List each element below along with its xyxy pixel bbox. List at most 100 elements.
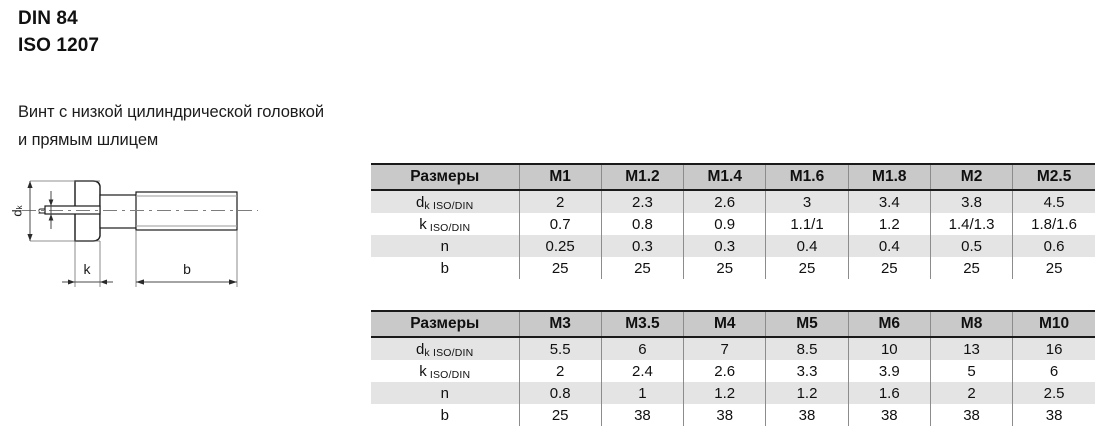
table-cell: 2.6 [683,190,766,213]
row-label-sub: ISO/DIN [426,221,471,234]
table-cell: 25 [765,257,849,279]
din-standard-title: DIN 84 [18,8,78,29]
n-arrow-bottom [48,214,54,221]
table-row: k ISO/DIN 2 2.4 2.6 3.3 3.9 5 6 [371,360,1095,382]
table-cell: 0.5 [929,235,1013,257]
table-cell: 2 [929,382,1013,404]
table-row: n 0.25 0.3 0.3 0.4 0.4 0.5 0.6 [371,235,1095,257]
row-label-cell: n [371,382,520,404]
row-label-main: n [440,384,449,402]
dimensions-table-2-container: Размеры M3 M3.5 M4 M5 M6 M8 M10 dk ISO/D… [371,310,1095,426]
dimensions-table-1: Размеры M1 M1.2 M1.4 M1.6 M1.8 M2 M2.5 d… [371,163,1095,279]
table-cell: 25 [847,257,931,279]
screw-side-view-drawing: dk n k b [9,180,258,287]
table-cell: 1.2 [765,382,849,404]
screw-shank-outline [99,194,138,229]
table-cell: 0.4 [847,235,931,257]
table-cell: 25 [600,257,684,279]
table-row: k ISO/DIN 0.7 0.8 0.9 1.1/1 1.2 1.4/1.3 … [371,213,1095,235]
table-cell: 1.2 [683,382,766,404]
table-1-header-cell: M1.4 [683,164,766,191]
table-cell: 1.2 [847,213,931,235]
table-cell: 0.25 [518,235,602,257]
table-cell: 38 [929,404,1013,426]
table-2-header-cell: Размеры [371,311,520,338]
table-cell: 6 [1012,360,1095,382]
table-cell: 0.4 [765,235,849,257]
screw-slot-outline [44,205,101,215]
table-cell: 25 [518,404,602,426]
row-label-main: b [440,406,449,424]
product-description-line-1: Винт с низкой цилиндрической головкой [18,103,324,121]
table-2-header-cell: M6 [847,311,931,338]
row-label-cell: k ISO/DIN [371,213,520,235]
table-2-header-cell: M3.5 [600,311,684,338]
table-cell: 13 [929,337,1013,360]
b-dimension-label: b [183,261,191,277]
table-1-header-cell: M1 [518,164,602,191]
table-cell: 3.8 [929,190,1013,213]
k-arrow-left [68,279,75,285]
table-cell: 1.8/1.6 [1012,213,1095,235]
table-cell: 0.3 [683,235,766,257]
table-cell: 25 [1012,257,1095,279]
b-arrow-left [136,279,144,285]
row-label-cell: dk ISO/DIN [371,337,520,360]
row-label-sub: k ISO/DIN [424,346,474,359]
table-cell: 7 [683,337,766,360]
table-2-header-cell: M3 [518,311,602,338]
table-row: b 25 25 25 25 25 25 25 [371,257,1095,279]
table-1-header-cell: M1.6 [765,164,849,191]
dimensions-table-1-container: Размеры M1 M1.2 M1.4 M1.6 M1.8 M2 M2.5 d… [371,163,1095,279]
row-label-cell: b [371,404,520,426]
table-cell: 2.6 [683,360,766,382]
row-label-main: d [416,340,425,358]
product-description-line-2: и прямым шлицем [18,131,159,149]
table-cell: 0.8 [518,382,602,404]
b-arrow-right [229,279,237,285]
table-cell: 25 [929,257,1013,279]
dk-arrow-top [27,181,33,188]
row-label-cell: dk ISO/DIN [371,190,520,213]
left-info-panel: DIN 84 ISO 1207 Винт с низкой цилиндриче… [0,0,368,434]
table-cell: 25 [518,257,602,279]
row-label-main: b [440,259,449,277]
dimensions-table-2: Размеры M3 M3.5 M4 M5 M6 M8 M10 dk ISO/D… [371,310,1095,426]
table-cell: 2.5 [1012,382,1095,404]
dk-dimension-label: dk [9,204,24,216]
table-2-header-cell: M5 [765,311,849,338]
row-label-cell: k ISO/DIN [371,360,520,382]
table-row: n 0.8 1 1.2 1.2 1.6 2 2.5 [371,382,1095,404]
table-cell: 16 [1012,337,1095,360]
table-2-header-cell: M10 [1012,311,1095,338]
row-label-cell: b [371,257,520,279]
table-1-header-cell: Размеры [371,164,520,191]
table-cell: 10 [847,337,931,360]
table-row: b 25 38 38 38 38 38 38 [371,404,1095,426]
table-cell: 0.3 [600,235,684,257]
dk-arrow-bottom [27,234,33,241]
row-label-cell: n [371,235,520,257]
n-dimension-label: n [34,208,48,215]
iso-standard-title: ISO 1207 [18,35,100,56]
row-label-sub: ISO/DIN [426,368,471,381]
table-cell: 1.6 [847,382,931,404]
table-1-header-cell: M1.8 [847,164,931,191]
table-header-row: Размеры M3 M3.5 M4 M5 M6 M8 M10 [371,311,1095,338]
table-cell: 0.7 [518,213,602,235]
n-arrow-top [48,199,54,206]
table-cell: 2.3 [600,190,684,213]
row-label-main: k [419,215,427,233]
table-cell: 3.9 [847,360,931,382]
table-cell: 1.1/1 [765,213,849,235]
row-label-main: k [419,362,427,380]
table-cell: 38 [683,404,766,426]
table-cell: 5 [929,360,1013,382]
table-cell: 8.5 [765,337,849,360]
table-1-header-cell: M2 [929,164,1013,191]
table-cell: 2 [518,360,602,382]
table-cell: 0.6 [1012,235,1095,257]
table-cell: 38 [765,404,849,426]
table-cell: 3 [765,190,849,213]
table-cell: 4.5 [1012,190,1095,213]
